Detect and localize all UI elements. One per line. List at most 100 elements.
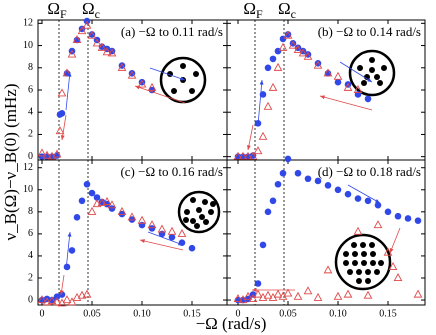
icon-dot — [357, 65, 363, 71]
point — [364, 95, 372, 103]
arrow-head — [135, 85, 140, 90]
point — [92, 38, 102, 47]
arrow-shaft — [339, 61, 373, 83]
icon-dot — [356, 278, 362, 284]
point — [52, 149, 62, 158]
point — [107, 200, 117, 209]
point — [258, 131, 268, 140]
icon-dot — [347, 269, 353, 275]
point — [102, 196, 112, 205]
point — [97, 198, 107, 207]
point — [83, 180, 91, 188]
point — [269, 197, 277, 205]
arrow-head — [375, 199, 380, 203]
arrow-shaft — [347, 184, 381, 204]
icon-dot — [208, 209, 214, 215]
point — [364, 197, 372, 205]
icon-dot — [343, 260, 349, 266]
point — [354, 91, 362, 98]
icon-dot — [183, 217, 189, 223]
point — [274, 180, 282, 188]
icon-dot — [369, 67, 375, 73]
point — [188, 244, 196, 252]
point — [137, 215, 147, 224]
arrow-shaft — [139, 239, 184, 251]
x-tick-label: 0.10 — [133, 308, 151, 319]
icon-dot — [190, 218, 196, 224]
point — [97, 42, 107, 51]
point — [334, 186, 342, 194]
point — [313, 292, 323, 301]
point — [117, 62, 127, 71]
icon-dot — [196, 207, 202, 213]
point — [404, 215, 412, 222]
point — [373, 220, 383, 229]
arrow-shaft — [149, 67, 186, 81]
icon-dot — [193, 71, 199, 77]
arrow-head — [59, 290, 64, 295]
point — [243, 291, 253, 300]
panel-title: (d) −Ω to 0.18 rad/s — [318, 164, 421, 179]
point — [253, 146, 263, 155]
icon-dot — [356, 269, 362, 275]
arrow-head — [389, 248, 394, 253]
icon-dot — [361, 80, 367, 86]
marker-sub: F — [60, 7, 67, 21]
point — [92, 199, 102, 208]
y-tick-label: 0 — [28, 294, 33, 305]
x-tick-label: 0 — [40, 308, 45, 319]
point — [72, 292, 82, 301]
point — [37, 148, 47, 157]
point — [314, 177, 322, 185]
point — [393, 273, 403, 282]
point — [137, 79, 147, 88]
point — [413, 289, 423, 298]
point — [273, 289, 283, 298]
point — [343, 82, 353, 91]
icon-dot — [343, 251, 349, 257]
arrow-head — [180, 76, 185, 81]
y-tick-label: 4 — [28, 250, 33, 261]
point — [233, 151, 243, 160]
point — [42, 297, 52, 306]
point — [55, 126, 65, 135]
point — [62, 68, 72, 77]
y-tick-label: 2 — [28, 129, 33, 140]
icon-dot — [365, 278, 371, 284]
icon-dot — [352, 251, 358, 257]
arrow-shaft — [134, 85, 186, 104]
icon-dot — [351, 242, 357, 248]
point — [303, 51, 313, 60]
icon-dot — [370, 260, 376, 266]
arrow-head — [252, 288, 257, 292]
arrow-head — [67, 232, 72, 237]
icon-dot — [364, 74, 370, 80]
point — [388, 262, 398, 271]
arrow-head — [367, 77, 372, 82]
point — [333, 291, 343, 300]
marker-label: Ωc — [278, 0, 296, 21]
x-tick-label: 0.15 — [379, 308, 397, 319]
icon-dot — [374, 269, 380, 275]
point — [384, 208, 392, 216]
panel-frame — [226, 19, 426, 161]
point — [303, 286, 313, 295]
point — [88, 189, 96, 197]
marker-label: ΩF — [47, 0, 67, 21]
point — [298, 48, 308, 57]
point — [374, 201, 382, 209]
panel-title: (b) −Ω to 0.14 rad/s — [318, 24, 421, 39]
icon-dot — [369, 57, 375, 63]
point — [238, 151, 248, 160]
point — [67, 49, 77, 58]
icon-dot — [194, 223, 200, 229]
icon-dot — [180, 63, 186, 69]
icon-dot — [189, 88, 195, 94]
point — [264, 64, 272, 72]
point — [313, 60, 323, 69]
icon-dot — [190, 197, 196, 203]
point — [147, 220, 157, 229]
arrow-shaft — [65, 71, 71, 111]
point — [168, 233, 176, 241]
point — [324, 182, 332, 189]
